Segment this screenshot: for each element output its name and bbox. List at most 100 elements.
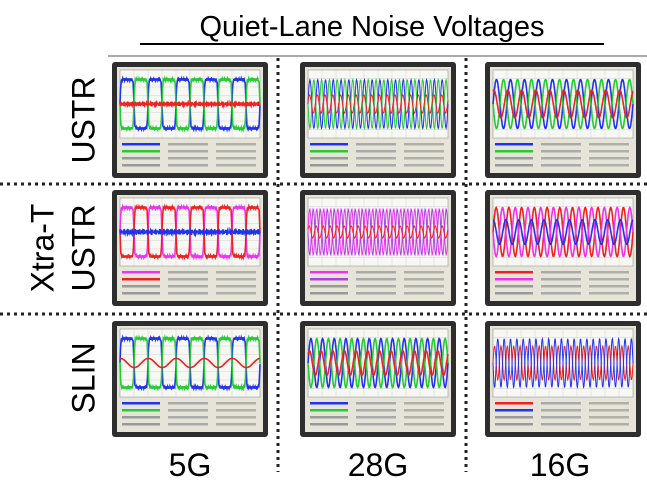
readout-line xyxy=(589,164,629,167)
column-label: 16G xyxy=(530,447,590,483)
readout-line xyxy=(541,409,581,412)
readout-line xyxy=(404,278,444,281)
column-label: 28G xyxy=(348,447,408,483)
readout-line xyxy=(404,402,444,405)
readout-line xyxy=(589,143,629,146)
column-label: 5G xyxy=(169,447,212,483)
readout-line xyxy=(541,157,581,160)
readout-line xyxy=(495,164,533,167)
readout-line xyxy=(404,150,444,153)
readout-line xyxy=(404,416,444,419)
readout-line xyxy=(122,292,160,295)
readout-line xyxy=(541,150,581,153)
row-label: SLIN xyxy=(65,342,101,413)
row-label: USTR xyxy=(65,76,101,163)
readout-line xyxy=(310,409,348,412)
readout-line xyxy=(216,416,256,419)
readout-line xyxy=(168,402,208,405)
scope-capture xyxy=(300,190,456,306)
readout-line xyxy=(122,143,160,146)
readout-line xyxy=(356,292,396,295)
readout-line xyxy=(122,157,160,160)
readout-line xyxy=(122,416,160,419)
readout-line xyxy=(541,143,581,146)
readout-line xyxy=(495,150,533,153)
readout-line xyxy=(356,143,396,146)
readout-line xyxy=(216,285,256,288)
readout-line xyxy=(356,285,396,288)
readout-line xyxy=(589,416,629,419)
readout-line xyxy=(310,164,348,167)
scope-capture xyxy=(112,321,268,437)
readout-line xyxy=(122,285,160,288)
readout-line xyxy=(216,271,256,274)
scope-capture xyxy=(485,62,641,178)
scope-capture xyxy=(485,190,641,306)
readout-line xyxy=(216,164,256,167)
readout-line xyxy=(541,285,581,288)
readout-line xyxy=(541,164,581,167)
readout-line xyxy=(356,164,396,167)
readout-line xyxy=(310,292,348,295)
readout-line xyxy=(495,416,533,419)
readout-line xyxy=(122,164,160,167)
readout-line xyxy=(495,423,533,426)
readout-line xyxy=(589,423,629,426)
readout-line xyxy=(589,150,629,153)
readout-line xyxy=(495,402,533,405)
readout-line xyxy=(168,271,208,274)
readout-line xyxy=(122,423,160,426)
readout-line xyxy=(216,278,256,281)
scope-grid xyxy=(112,62,641,437)
readout-line xyxy=(216,150,256,153)
readout-line xyxy=(589,285,629,288)
readout-line xyxy=(310,278,348,281)
readout-line xyxy=(541,423,581,426)
readout-line xyxy=(168,278,208,281)
readout-line xyxy=(495,143,533,146)
readout-line xyxy=(310,143,348,146)
readout-line xyxy=(168,285,208,288)
figure-title: Quiet-Lane Noise Voltages xyxy=(200,11,545,43)
readout-line xyxy=(495,157,533,160)
readout-line xyxy=(168,157,208,160)
readout-line xyxy=(310,285,348,288)
readout-line xyxy=(589,157,629,160)
readout-line xyxy=(589,278,629,281)
readout-line xyxy=(356,278,396,281)
readout-line xyxy=(404,285,444,288)
readout-line xyxy=(310,157,348,160)
readout-line xyxy=(168,292,208,295)
readout-line xyxy=(168,416,208,419)
readout-line xyxy=(589,271,629,274)
readout-line xyxy=(589,402,629,405)
readout-line xyxy=(310,416,348,419)
scope-capture xyxy=(300,62,456,178)
readout-line xyxy=(216,292,256,295)
readout-line xyxy=(216,157,256,160)
readout-line xyxy=(404,271,444,274)
readout-line xyxy=(404,143,444,146)
readout-line xyxy=(541,292,581,295)
readout-line xyxy=(216,402,256,405)
readout-line xyxy=(404,423,444,426)
readout-line xyxy=(495,409,533,412)
group-label: Xtra-T xyxy=(24,204,60,293)
readout-line xyxy=(168,423,208,426)
readout-line xyxy=(541,402,581,405)
readout-line xyxy=(356,402,396,405)
readout-line xyxy=(310,423,348,426)
scope-capture xyxy=(112,190,268,306)
readout-line xyxy=(541,416,581,419)
readout-line xyxy=(310,402,348,405)
readout-line xyxy=(495,292,533,295)
readout-line xyxy=(404,157,444,160)
readout-line xyxy=(168,409,208,412)
readout-line xyxy=(216,423,256,426)
readout-line xyxy=(495,285,533,288)
readout-line xyxy=(122,402,160,405)
readout-line xyxy=(356,423,396,426)
scope-capture xyxy=(112,62,268,178)
readout-line xyxy=(404,292,444,295)
readout-line xyxy=(404,164,444,167)
